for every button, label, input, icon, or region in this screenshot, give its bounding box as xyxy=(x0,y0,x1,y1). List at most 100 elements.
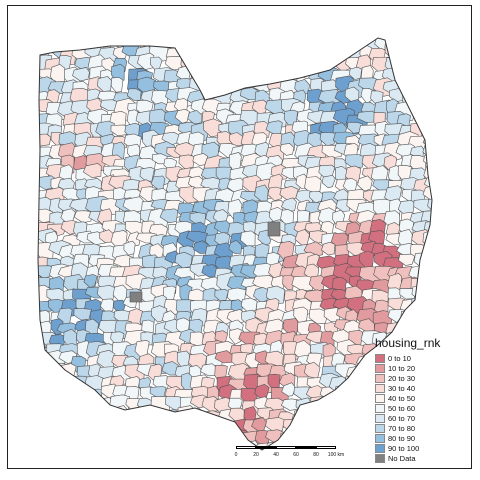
map-region xyxy=(251,43,271,58)
map-region xyxy=(296,54,310,71)
map-region xyxy=(253,38,268,50)
map-region xyxy=(427,258,432,269)
scale-bar-tick: 100 km xyxy=(327,452,345,458)
map-region xyxy=(320,47,341,64)
map-region xyxy=(38,133,52,147)
map-region xyxy=(426,295,432,319)
map-region xyxy=(411,295,432,315)
map-region xyxy=(61,397,80,417)
legend-item: 50 to 60 xyxy=(375,403,467,413)
map-region xyxy=(214,38,236,52)
map-region xyxy=(252,286,269,303)
map-region xyxy=(411,229,432,248)
map-region xyxy=(71,387,86,402)
map-region xyxy=(187,442,205,450)
map-region xyxy=(85,428,105,443)
map-region xyxy=(358,400,375,414)
map-region xyxy=(400,57,421,74)
map-region xyxy=(425,99,432,118)
map-region xyxy=(284,38,298,47)
map-region xyxy=(185,231,208,244)
map-region xyxy=(126,429,147,450)
map-region xyxy=(150,408,166,426)
map-region xyxy=(230,429,247,444)
map-region xyxy=(290,418,311,430)
map-region xyxy=(293,306,309,324)
map-region xyxy=(161,430,180,447)
map-region xyxy=(213,453,229,470)
map-region xyxy=(398,253,416,266)
legend-item: 0 to 10 xyxy=(375,353,467,363)
map-region xyxy=(98,431,118,449)
map-legend: housing_rnk 0 to 10 10 to 20 20 to 30 30 to… xyxy=(375,336,467,463)
map-region xyxy=(166,409,180,431)
map-region xyxy=(189,43,202,62)
map-region xyxy=(345,411,364,428)
map-region xyxy=(397,45,413,61)
map-region xyxy=(357,418,374,437)
map-region xyxy=(174,108,190,124)
map-region xyxy=(228,42,244,61)
legend-swatch xyxy=(375,443,385,453)
scale-bar-tick: 80 xyxy=(313,452,319,458)
map-region xyxy=(82,418,105,432)
map-region xyxy=(73,38,89,50)
map-region xyxy=(38,443,52,450)
map-region xyxy=(189,212,207,225)
map-region xyxy=(207,456,220,471)
map-region xyxy=(347,428,366,447)
map-region xyxy=(258,65,278,84)
map-region xyxy=(413,252,432,269)
map-region xyxy=(400,77,422,95)
legend-label: 60 to 70 xyxy=(388,413,416,423)
no-data-region xyxy=(129,291,143,303)
map-region xyxy=(330,38,353,53)
legend-item: No Data xyxy=(375,453,467,463)
map-region xyxy=(123,240,136,256)
scale-bar-tick: 20 xyxy=(253,452,259,458)
map-region xyxy=(408,59,429,73)
map-region xyxy=(99,409,118,426)
map-region xyxy=(163,418,180,440)
map-region xyxy=(360,87,374,104)
map-region xyxy=(203,67,225,84)
map-region xyxy=(229,328,244,345)
map-region xyxy=(265,38,287,57)
map-region xyxy=(305,406,324,424)
legend-label: 90 to 100 xyxy=(388,443,420,453)
map-region xyxy=(63,407,85,427)
map-region xyxy=(139,38,161,48)
map-region xyxy=(265,417,285,433)
legend-label: 70 to 80 xyxy=(388,423,416,433)
map-region xyxy=(74,455,89,468)
map-region xyxy=(202,44,221,64)
map-region xyxy=(137,52,155,70)
map-region xyxy=(423,310,432,325)
map-region xyxy=(308,45,328,62)
legend-item: 70 to 80 xyxy=(375,423,467,433)
legend-swatch xyxy=(375,393,385,403)
map-region xyxy=(188,55,205,69)
map-region xyxy=(335,199,351,212)
map-region xyxy=(83,274,98,288)
legend-item: 20 to 30 xyxy=(375,373,467,383)
map-region xyxy=(152,38,170,48)
map-region xyxy=(110,124,129,137)
map-region xyxy=(204,417,223,438)
scale-bar-tick: 0 xyxy=(234,452,238,458)
map-region xyxy=(72,67,90,82)
map-region xyxy=(426,53,432,72)
legend-swatch xyxy=(375,383,385,393)
legend-item: 80 to 90 xyxy=(375,433,467,443)
map-region xyxy=(38,398,47,418)
map-region xyxy=(361,374,376,387)
map-region xyxy=(230,66,248,88)
map-region xyxy=(129,451,143,469)
legend-label: 30 to 40 xyxy=(388,383,416,393)
map-region xyxy=(279,431,293,448)
map-region xyxy=(45,374,65,391)
map-region xyxy=(38,38,47,52)
map-region xyxy=(57,431,74,445)
zip-region-cells xyxy=(38,38,432,471)
